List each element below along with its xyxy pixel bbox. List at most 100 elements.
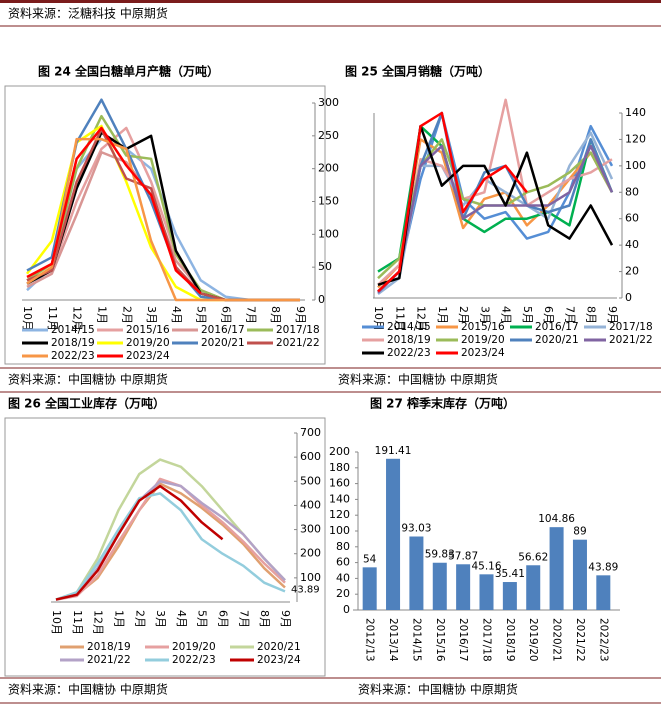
x-tick-label: 4月 (500, 306, 513, 324)
x-tick-label: 7月 (244, 306, 257, 324)
y-tick-label: 50 (318, 260, 332, 273)
data-label: 104.86 (538, 513, 575, 525)
x-tick-label: 3月 (154, 610, 167, 628)
x-tick-label: 1月 (95, 306, 108, 324)
x-tick-label: 2020/21 (551, 618, 563, 662)
source: 资料来源：中国糖协 中原期货 (8, 682, 168, 697)
y-tick-label: 500 (300, 474, 321, 487)
x-tick-label: 9月 (606, 306, 619, 324)
legend-label: 2019/20 (126, 337, 170, 349)
x-tick-label: 12月 (71, 306, 84, 331)
x-tick-label: 8月 (258, 610, 271, 628)
legend-label: 2023/24 (461, 347, 505, 359)
y-tick-label: 40 (625, 238, 639, 251)
bar (362, 567, 377, 610)
data-label: 59.83 (425, 549, 455, 561)
frame (4, 85, 326, 365)
x-tick-label: 2013/14 (387, 618, 399, 662)
x-tick-label: 2017/18 (481, 618, 493, 662)
top-bar (0, 0, 661, 3)
x-tick-label: 2014/15 (410, 618, 422, 662)
x-tick-label: 6月 (217, 610, 230, 628)
x-tick-label: 5月 (195, 306, 208, 324)
x-tick-label: 2月 (457, 306, 470, 324)
legend-label: 2023/24 (257, 654, 301, 666)
x-tick-label: 8月 (269, 306, 282, 324)
x-tick-label: 2018/19 (504, 618, 516, 662)
series-line (55, 477, 286, 601)
legend-label: 2022/23 (51, 350, 95, 362)
legend-label: 2020/21 (201, 337, 245, 349)
legend-label: 2021/22 (609, 334, 653, 346)
top-source: 资料来源：泛糖科技 中原期货 (8, 6, 168, 21)
y-tick-label: 200 (329, 445, 350, 458)
x-tick-label: 8月 (585, 306, 598, 324)
y-tick-label: 140 (329, 492, 350, 505)
x-tick-label: 7月 (563, 306, 576, 324)
legend-label: 2021/22 (276, 337, 320, 349)
y-tick-label: 100 (300, 571, 321, 584)
x-tick-label: 10月 (50, 610, 63, 635)
series-line (377, 111, 614, 293)
legend-label: 2017/18 (276, 324, 320, 336)
x-tick-label: 2016/17 (457, 618, 469, 662)
series-line (55, 482, 286, 601)
legend-label: 2022/23 (387, 347, 431, 359)
y-tick-label: 250 (318, 129, 339, 142)
y-tick-label: 150 (318, 195, 339, 208)
x-tick-label: 2019/20 (527, 618, 539, 662)
x-tick-label: 1月 (112, 610, 125, 628)
data-label: 89 (573, 526, 586, 538)
series-line (55, 484, 224, 601)
series-line (377, 144, 614, 294)
data-label: 93.03 (401, 523, 431, 535)
y-tick-label: 60 (625, 212, 639, 225)
x-tick-label: 3月 (145, 306, 158, 324)
data-label: 45.16 (471, 560, 501, 572)
data-label: 54 (363, 553, 377, 565)
bar (409, 536, 424, 610)
series-line (55, 480, 286, 601)
legend-label: 2015/16 (461, 321, 505, 333)
data-label: 35.41 (495, 568, 525, 580)
y-tick-label: 20 (336, 587, 350, 600)
y-tick-label: 60 (336, 556, 350, 569)
y-tick-label: 0 (343, 603, 350, 616)
data-label: 191.41 (375, 445, 412, 457)
bar (526, 565, 541, 610)
source: 资料来源：中国糖协 中原期货 (338, 372, 498, 387)
bar (596, 575, 611, 610)
legend-label: 2019/20 (461, 334, 505, 346)
bar (572, 539, 587, 610)
y-tick-label: 200 (318, 162, 339, 175)
x-tick-label: 1月 (436, 306, 449, 324)
y-tick-label: 160 (329, 477, 350, 490)
y-tick-label: 100 (318, 227, 339, 240)
y-tick-label: 20 (625, 265, 639, 278)
legend-label: 2014/15 (387, 321, 431, 333)
y-tick-label: 100 (329, 524, 350, 537)
data-label: 43.89 (291, 584, 320, 595)
bar (432, 562, 447, 610)
source: 资料来源：中国糖协 中原期货 (8, 372, 168, 387)
legend-label: 2017/18 (609, 321, 653, 333)
legend-label: 2014/15 (51, 324, 95, 336)
y-tick-label: 120 (329, 508, 350, 521)
y-tick-label: 400 (300, 498, 321, 511)
chart-title: 图 26 全国工业库存（万吨） (8, 396, 165, 411)
chart-title: 图 27 榨季末库存（万吨） (370, 396, 515, 411)
y-tick-label: 300 (300, 523, 321, 536)
legend-label: 2019/20 (172, 641, 216, 653)
x-tick-label: 12月 (415, 306, 428, 331)
x-tick-label: 10月 (21, 306, 34, 331)
bar (479, 574, 494, 610)
legend-label: 2022/23 (172, 654, 216, 666)
y-tick-label: 300 (318, 96, 339, 109)
y-tick-label: 200 (300, 547, 321, 560)
y-tick-label: 80 (625, 185, 639, 198)
x-tick-label: 11月 (393, 306, 406, 331)
x-tick-label: 9月 (279, 610, 292, 628)
y-tick-label: 100 (625, 159, 646, 172)
legend-label: 2020/21 (535, 334, 579, 346)
